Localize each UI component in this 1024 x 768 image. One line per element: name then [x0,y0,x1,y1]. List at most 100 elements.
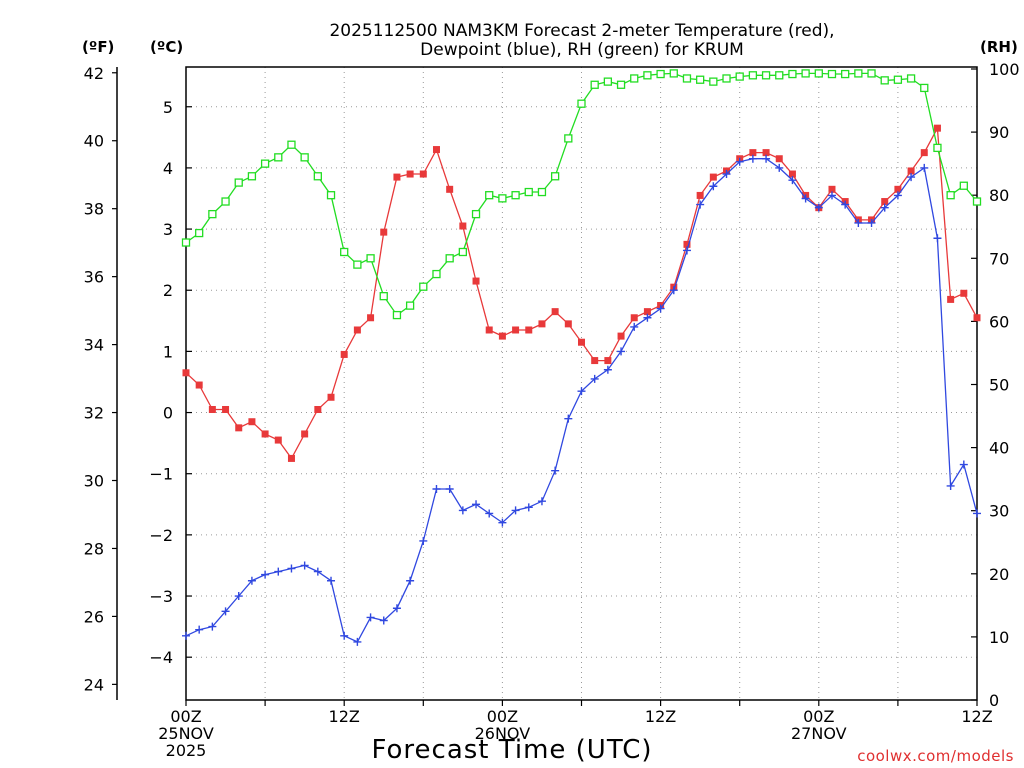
rh-point [445,254,454,263]
source-credit: coolwx.com/models [857,747,1014,765]
fahrenheit-tick-label: 26 [84,607,104,626]
x-tick-label: 00Z [803,707,834,726]
dewpoint-point [432,485,441,493]
temperature-point [525,326,533,334]
temperature-point [947,295,955,303]
rh-point [260,159,270,168]
rh-point [564,134,573,143]
rh-point [616,80,626,89]
temperature-point [828,185,836,193]
x-tick-label: 00Z [487,707,518,726]
rh-tick-label: 20 [989,565,1009,584]
dewpoint-point [221,607,230,616]
dewpoint-point [603,365,612,374]
temperature-point [222,405,230,413]
temperature-point [380,228,388,236]
fahrenheit-tick-label: 40 [84,132,104,151]
celsius-tick-label: −4 [149,648,173,667]
temperature-point [314,405,322,413]
temperature-point [301,430,309,438]
rh-tick-label: 50 [989,376,1009,395]
x-tick-label: 27NOV [791,724,847,743]
temperature-point [459,222,467,230]
rh-tick-label: 100 [989,60,1020,79]
dewpoint-point [841,200,850,209]
temperature-point [367,314,375,322]
dewpoint-point [300,561,309,570]
temperature-point [617,332,625,340]
dewpoint-point [775,163,784,172]
dewpoint-point [524,503,533,512]
rh-point [656,69,665,79]
dewpoint-point [643,313,652,322]
rh-point [195,228,204,238]
celsius-tick-label: −2 [149,526,173,545]
rh-point [419,282,428,291]
temperature-point [538,320,546,328]
dewpoint-point [472,500,481,509]
temperature-point [749,149,757,157]
x-tick-label: 25NOV [158,724,214,743]
rh-point [801,69,810,78]
temperature-point [446,185,454,193]
rh-unit-label: (RH) [980,38,1018,56]
dewpoint-point [617,347,626,356]
rh-point [274,153,283,162]
rh-tick-label: 30 [989,502,1009,521]
celsius-tick-label: −1 [149,465,173,484]
rh-point [485,191,494,200]
rh-point [221,197,230,206]
dewpoint-point [577,387,586,396]
dewpoint-point [485,509,494,518]
temperature-point [604,357,612,365]
axes-layer: 24262830323436384042−4−3−2−1012345010203… [84,60,1020,760]
temperature-point [340,350,348,358]
temperature-point [208,405,216,413]
rh-point [379,292,388,301]
rh-point [511,191,520,200]
temperature-point [894,185,902,193]
rh-point [353,260,362,269]
temperature-point [881,198,889,206]
series-line [185,72,978,317]
dewpoint-point [208,622,217,631]
x-tick-label: 00Z [170,707,201,726]
dewpoint-point [340,631,349,640]
temperature-point [498,332,506,340]
rh-tick-label: 80 [989,186,1009,205]
dewpoint-point [327,576,336,585]
dewpoint-point [696,200,705,209]
temperature-point [353,326,361,334]
temperature-point [578,338,585,346]
dewpoint-point [511,506,520,515]
dewpoint-point [366,613,375,622]
dewpoint-point [274,567,283,576]
grid-layer [185,67,978,700]
dewpoint-point [590,374,599,383]
rh-point [696,75,705,84]
rh-tick-label: 60 [989,312,1009,331]
rh-point [630,74,639,83]
dewpoint-point [709,182,718,191]
rh-point [603,77,613,86]
rh-point [709,77,718,86]
temperature-point [775,155,783,163]
temperature-point [696,191,704,199]
fahrenheit-tick-label: 36 [84,268,104,287]
plot-frame [185,66,978,701]
dewpoint-point [392,604,401,613]
x-tick-label: 12Z [329,707,360,726]
rh-point [340,247,349,257]
rh-tick-label: 10 [989,628,1009,647]
temperature-point [973,314,981,322]
temperature-point [709,173,717,181]
temperature-point [248,418,256,426]
dewpoint-point [551,466,560,475]
dewpoint-point [880,203,889,212]
dewpoint-point [564,414,573,423]
dewpoint-point [748,154,757,163]
dewpoint-point [735,157,744,166]
chart-title-line-1: 2025112500 NAM3KM Forecast 2-meter Tempe… [329,21,834,41]
rh-point [366,254,375,263]
rh-point [392,310,402,320]
